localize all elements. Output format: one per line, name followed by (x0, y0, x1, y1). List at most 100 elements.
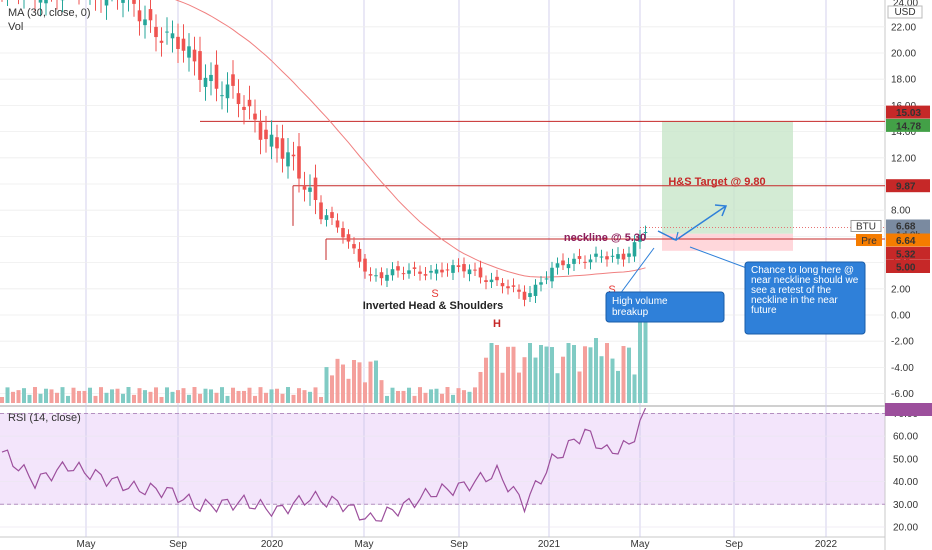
candle-body[interactable] (467, 269, 472, 275)
candle-body[interactable] (253, 113, 257, 120)
candle-body[interactable] (121, 0, 125, 3)
candle-body[interactable] (643, 231, 648, 233)
candle-body[interactable] (390, 269, 395, 276)
candle-body[interactable] (423, 274, 428, 276)
candle-body[interactable] (588, 259, 593, 263)
candle-body[interactable] (500, 283, 505, 287)
candle-body[interactable] (555, 263, 560, 268)
candle-body[interactable] (374, 275, 378, 277)
candle-body[interactable] (550, 267, 554, 282)
candle-body[interactable] (385, 274, 389, 281)
candle-body[interactable] (561, 260, 565, 266)
candle-body[interactable] (181, 38, 186, 51)
candle-body[interactable] (44, 0, 48, 4)
candle-body[interactable] (577, 256, 582, 259)
candle-body[interactable] (412, 267, 417, 269)
candle-body[interactable] (506, 286, 510, 289)
candle-body[interactable] (473, 269, 477, 271)
candle-body[interactable] (418, 271, 422, 274)
candle-body[interactable] (379, 272, 384, 279)
candle-body[interactable] (297, 146, 301, 179)
candle-body[interactable] (165, 31, 169, 33)
callout-retest-box[interactable] (744, 261, 866, 335)
candle-body[interactable] (522, 291, 527, 300)
candle-body[interactable] (539, 282, 543, 285)
vol-legend[interactable]: Vol (8, 21, 23, 33)
candle-body[interactable] (291, 154, 296, 157)
head-label[interactable]: H (493, 318, 501, 330)
candle-body[interactable] (594, 253, 598, 257)
candle-body[interactable] (445, 269, 450, 271)
candle-body[interactable] (143, 19, 147, 26)
rsi-line[interactable] (1, 407, 647, 522)
candle-body[interactable] (478, 267, 483, 278)
pattern-annotation[interactable]: Inverted Head & Shoulders (363, 300, 504, 312)
candle-body[interactable] (357, 248, 362, 262)
candle-body[interactable] (176, 36, 180, 49)
candle-body[interactable] (275, 137, 279, 149)
candle-body[interactable] (528, 293, 532, 297)
candle-body[interactable] (192, 49, 197, 62)
candle-body[interactable] (269, 134, 274, 147)
candle-body[interactable] (231, 74, 235, 86)
candle-body[interactable] (572, 258, 576, 264)
left-shoulder-label[interactable]: S (431, 288, 438, 300)
candle-body[interactable] (368, 274, 373, 276)
candle-body[interactable] (258, 122, 263, 140)
candle-body[interactable] (242, 106, 246, 110)
stop-zone[interactable] (662, 233, 793, 251)
candle-body[interactable] (632, 242, 637, 257)
candle-body[interactable] (302, 186, 307, 190)
candle-body[interactable] (517, 289, 521, 292)
candle-body[interactable] (599, 256, 604, 258)
candle-body[interactable] (225, 84, 230, 99)
ma-30-line[interactable] (2, 0, 646, 278)
candle-body[interactable] (308, 187, 312, 192)
candle-body[interactable] (159, 40, 164, 43)
candle-body[interactable] (451, 265, 455, 273)
candle-body[interactable] (154, 26, 158, 38)
btu-symbol-badge[interactable] (850, 219, 882, 232)
candle-body[interactable] (638, 235, 642, 242)
pre-badge[interactable] (856, 234, 882, 247)
candle-body[interactable] (187, 46, 191, 58)
candle-body[interactable] (335, 220, 340, 228)
candle-body[interactable] (352, 244, 356, 249)
candle-body[interactable] (209, 74, 213, 82)
candle-body[interactable] (220, 95, 224, 97)
candle-body[interactable] (247, 99, 252, 107)
candle-body[interactable] (429, 270, 433, 273)
candle-body[interactable] (616, 254, 620, 259)
currency-badge[interactable] (887, 5, 923, 19)
candle-body[interactable] (434, 269, 439, 274)
candle-body[interactable] (621, 253, 626, 260)
candle-body[interactable] (38, 0, 43, 3)
candle-body[interactable] (462, 264, 466, 272)
rsi-legend[interactable]: RSI (14, close) (8, 412, 81, 424)
candle-body[interactable] (396, 266, 400, 271)
candle-body[interactable] (407, 270, 411, 274)
candle-body[interactable] (484, 280, 488, 282)
candle-body[interactable] (544, 278, 549, 280)
candle-body[interactable] (319, 202, 323, 220)
candle-body[interactable] (324, 215, 329, 220)
candle-body[interactable] (286, 152, 290, 167)
candle-body[interactable] (203, 77, 208, 87)
candle-body[interactable] (132, 0, 136, 4)
candle-body[interactable] (627, 253, 631, 257)
candle-body[interactable] (610, 255, 615, 257)
candle-body[interactable] (533, 284, 538, 296)
candle-body[interactable] (104, 0, 109, 6)
candle-body[interactable] (511, 285, 516, 287)
callout-volume-box[interactable] (605, 291, 725, 323)
candle-body[interactable] (236, 93, 241, 105)
right-shoulder-label[interactable]: S (608, 284, 615, 296)
candle-body[interactable] (495, 276, 499, 281)
candle-body[interactable] (264, 129, 268, 140)
candle-body[interactable] (456, 265, 461, 267)
candle-body[interactable] (401, 273, 406, 275)
candle-body[interactable] (346, 234, 351, 242)
candle-body[interactable] (198, 51, 202, 80)
candle-body[interactable] (566, 264, 571, 269)
